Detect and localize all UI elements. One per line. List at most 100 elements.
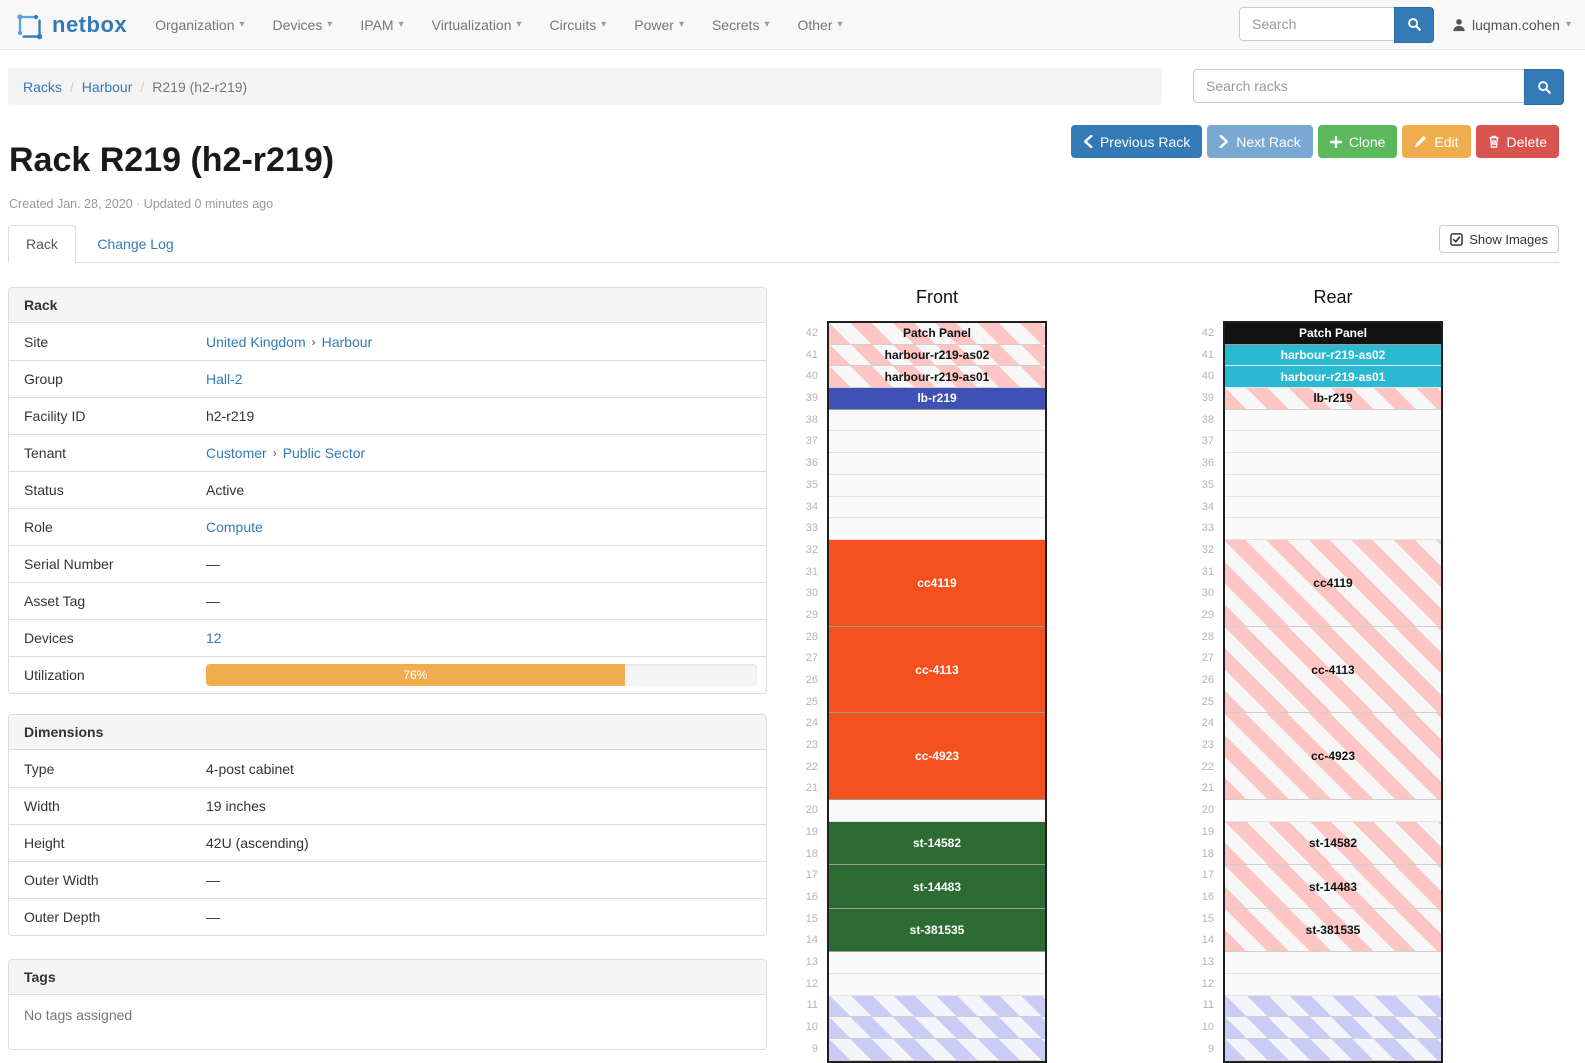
rack-search-input[interactable] bbox=[1193, 69, 1524, 103]
link-customer[interactable]: Customer bbox=[206, 445, 267, 461]
brand-name: netbox bbox=[52, 11, 128, 37]
rack-device-cc4119[interactable]: cc4119 bbox=[829, 539, 1045, 627]
rack-device-patch-panel[interactable]: Patch Panel bbox=[1225, 323, 1441, 345]
edit-button[interactable]: Edit bbox=[1402, 125, 1471, 158]
tab-change-log[interactable]: Change Log bbox=[97, 236, 174, 252]
rack-slot-empty[interactable] bbox=[1225, 409, 1441, 432]
device-label: cc-4923 bbox=[914, 749, 960, 764]
rack-slot-empty[interactable] bbox=[1225, 431, 1441, 454]
attr-label: Role bbox=[24, 519, 53, 535]
rack-slot-empty[interactable] bbox=[829, 800, 1045, 822]
nav-menu-virtualization[interactable]: Virtualization ▾ bbox=[418, 0, 536, 50]
attr-value: Compute bbox=[206, 519, 757, 535]
rack-slot-empty[interactable] bbox=[1225, 973, 1441, 996]
tab-rack[interactable]: Rack bbox=[8, 225, 76, 263]
rack-device-harbour-r219-as01[interactable]: harbour-r219-as01 bbox=[1225, 366, 1441, 389]
unit-number: 10 bbox=[1201, 1021, 1214, 1033]
rack-slot-empty[interactable] bbox=[829, 973, 1045, 996]
rack-slot-empty[interactable] bbox=[829, 474, 1045, 497]
rack-device-st-14582[interactable]: st-14582 bbox=[1225, 821, 1441, 866]
link-united-kingdom[interactable]: United Kingdom bbox=[206, 333, 306, 350]
rack-device-lb-r219[interactable]: lb-r219 bbox=[829, 388, 1045, 410]
link-hall-2[interactable]: Hall-2 bbox=[206, 371, 243, 387]
unit-number: 27 bbox=[805, 652, 818, 665]
link-compute[interactable]: Compute bbox=[206, 519, 263, 535]
rack-device-cc-4113[interactable]: cc-4113 bbox=[1225, 626, 1441, 714]
rack-slot-empty[interactable] bbox=[1225, 453, 1441, 475]
unit-number: 38 bbox=[805, 413, 818, 426]
link-harbour[interactable]: Harbour bbox=[321, 333, 373, 350]
nav-menu-power[interactable]: Power ▾ bbox=[620, 0, 698, 50]
rack-device-cc-4923[interactable]: cc-4923 bbox=[829, 713, 1045, 801]
attr-value: 4-post cabinet bbox=[206, 761, 757, 777]
rack-slot-empty[interactable] bbox=[829, 453, 1045, 475]
tags-empty-text: No tags assigned bbox=[24, 1007, 133, 1023]
rack-device-st-14483[interactable]: st-14483 bbox=[1225, 865, 1441, 909]
device-label: cc-4113 bbox=[915, 662, 959, 677]
next-rack-button[interactable]: Next Rack bbox=[1207, 125, 1313, 158]
rack-device-cc4119[interactable]: cc4119 bbox=[1225, 539, 1441, 627]
show-images-button[interactable]: Show Images bbox=[1439, 225, 1559, 253]
rack-slot-empty[interactable] bbox=[829, 952, 1045, 974]
attr-value: h2-r219 bbox=[206, 408, 757, 424]
rack-device-st-14582[interactable]: st-14582 bbox=[829, 821, 1045, 866]
netbox-brand[interactable]: netbox bbox=[0, 9, 141, 41]
nav-menu-other[interactable]: Other ▾ bbox=[783, 0, 856, 50]
trash-icon bbox=[1488, 135, 1499, 148]
rack-device-st-381535[interactable]: st-381535 bbox=[1225, 908, 1441, 953]
rack-slot-empty[interactable] bbox=[1225, 474, 1441, 497]
nav-menu-organization[interactable]: Organization ▾ bbox=[141, 0, 258, 50]
breadcrumb: Racks / Harbour / R219 (h2-r219) bbox=[8, 68, 1162, 105]
rack-slot-empty[interactable] bbox=[829, 518, 1045, 540]
nav-menu-secrets[interactable]: Secrets ▾ bbox=[698, 0, 784, 50]
rack-slot-empty[interactable] bbox=[1225, 496, 1441, 519]
rack-device-harbour-r219-as01[interactable]: harbour-r219-as01 bbox=[829, 366, 1045, 389]
global-search-input[interactable] bbox=[1239, 6, 1395, 41]
breadcrumb-item-harbour[interactable]: Harbour bbox=[81, 78, 133, 95]
unit-number: 24 bbox=[1201, 717, 1214, 730]
delete-button[interactable]: Delete bbox=[1475, 125, 1559, 158]
breadcrumb-item-racks[interactable]: Racks bbox=[23, 78, 62, 95]
user-menu[interactable]: luqman.cohen ▾ bbox=[1452, 17, 1571, 33]
search-icon bbox=[1537, 80, 1551, 94]
attr-row-group: Group Hall-2 bbox=[9, 360, 766, 397]
rack-slot-empty[interactable] bbox=[1225, 800, 1441, 822]
rack-device-lb-r219[interactable]: lb-r219 bbox=[1225, 388, 1441, 410]
clone-button[interactable]: Clone bbox=[1317, 125, 1398, 158]
nav-menu-ipam[interactable]: IPAM ▾ bbox=[346, 0, 417, 50]
next-rack-label: Next Rack bbox=[1236, 133, 1301, 150]
rack-slot-empty[interactable] bbox=[829, 496, 1045, 519]
link-public-sector[interactable]: Public Sector bbox=[282, 445, 366, 461]
nav-menu-devices[interactable]: Devices ▾ bbox=[259, 0, 347, 50]
unit-number: 13 bbox=[1201, 955, 1214, 968]
unit-number: 34 bbox=[1201, 500, 1214, 513]
rack-device-harbour-r219-as02[interactable]: harbour-r219-as02 bbox=[1225, 344, 1441, 367]
rack-device-harbour-r219-as02[interactable]: harbour-r219-as02 bbox=[829, 344, 1045, 367]
attr-value: — bbox=[206, 909, 757, 925]
rack-search-button[interactable] bbox=[1524, 69, 1564, 105]
rack-slot-empty[interactable] bbox=[1225, 952, 1441, 974]
unit-number: 16 bbox=[1201, 890, 1214, 903]
global-search-button[interactable] bbox=[1394, 6, 1435, 43]
rack-slot-reserved-blue bbox=[829, 1017, 1045, 1039]
rack-device-st-14483[interactable]: st-14483 bbox=[829, 865, 1045, 909]
attr-row-status: Status Active bbox=[9, 471, 766, 508]
rack-device-cc-4113[interactable]: cc-4113 bbox=[829, 626, 1045, 714]
unit-number: 25 bbox=[805, 695, 818, 708]
utilization-progress-bar: 76% bbox=[206, 664, 757, 686]
rack-device-patch-panel[interactable]: Patch Panel bbox=[829, 323, 1045, 345]
rack-slot-empty[interactable] bbox=[1225, 518, 1441, 540]
previous-rack-button[interactable]: Previous Rack bbox=[1070, 125, 1203, 158]
rack-slot-empty[interactable] bbox=[829, 431, 1045, 454]
nav-menu-circuits[interactable]: Circuits ▾ bbox=[536, 0, 621, 50]
rack-device-cc-4923[interactable]: cc-4923 bbox=[1225, 713, 1441, 801]
pencil-icon bbox=[1415, 135, 1427, 148]
rack-slot-empty[interactable] bbox=[829, 409, 1045, 432]
rack-device-st-381535[interactable]: st-381535 bbox=[829, 908, 1045, 953]
link-12[interactable]: 12 bbox=[206, 630, 222, 646]
unit-number: 15 bbox=[1201, 912, 1214, 925]
unit-number: 25 bbox=[1201, 695, 1214, 708]
device-label: harbour-r219-as01 bbox=[1280, 369, 1386, 384]
attr-value: 19 inches bbox=[206, 798, 757, 814]
check-square-icon bbox=[1450, 232, 1464, 246]
